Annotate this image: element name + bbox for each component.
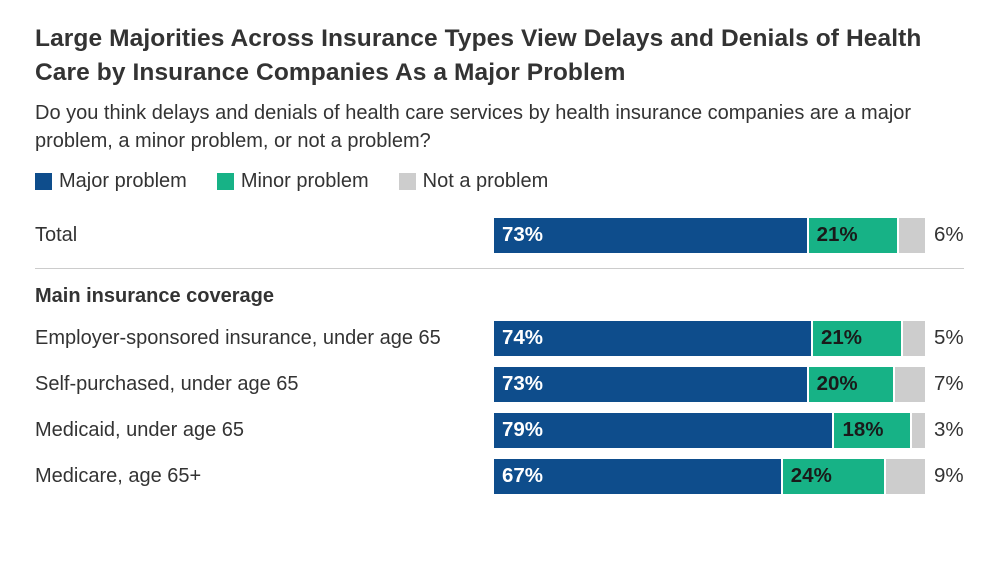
bar-segment-minor-problem: 21%: [812, 320, 904, 356]
bar-segment-major-problem: 73%: [494, 217, 809, 253]
bar-segment-minor-problem: 21%: [808, 217, 900, 253]
bar-outside-value-label: 9%: [934, 464, 964, 488]
bar-segment-major-problem: 73%: [494, 366, 809, 402]
bar-value-label: 67%: [502, 464, 544, 488]
bar-segment-minor-problem: 20%: [808, 366, 895, 402]
chart-title: Large Majorities Across Insurance Types …: [35, 25, 922, 86]
bar-outside-value-label: 5%: [934, 326, 964, 350]
bar-segment-not-a-problem: [912, 412, 925, 448]
bar-value-label: 73%: [502, 372, 544, 396]
bar-segment-not-a-problem: [903, 320, 925, 356]
chart-row-self-purchased: Self-purchased, under age 65 73% 20% 7%: [35, 366, 965, 402]
chart-legend: Major problem Minor problem Not a proble…: [35, 169, 965, 193]
bar-value-label: 24%: [790, 464, 832, 488]
legend-item-major-problem: Major problem: [35, 170, 187, 193]
chart-row-medicare: Medicare, age 65+ 67% 24% 9%: [35, 458, 965, 494]
stacked-bar: 74% 21%: [494, 320, 925, 356]
legend-swatch-minor-icon: [216, 172, 234, 190]
bar-value-label: 21%: [820, 326, 862, 350]
legend-item-minor-problem: Minor problem: [216, 169, 369, 193]
legend-swatch-major-icon: [35, 172, 52, 190]
chart-row-employer-sponsored: Employer-sponsored insurance, under age …: [35, 320, 965, 356]
stacked-bar: 73% 21%: [494, 217, 925, 253]
bar-value-label: 20%: [816, 372, 858, 396]
legend-swatch-not-a-problem-icon: [398, 172, 416, 190]
stacked-bar: 67% 24%: [494, 458, 925, 494]
bar-segment-major-problem: 67%: [494, 458, 783, 494]
bar-value-label: 21%: [816, 223, 858, 247]
bar-outside-value-label: 3%: [934, 418, 964, 442]
bar-outside-value-label: 6%: [934, 223, 964, 247]
chart-subtitle: Do you think delays and denials of healt…: [35, 101, 912, 152]
row-label: Medicare, age 65+: [35, 464, 202, 487]
legend-item-not-a-problem: Not a problem: [398, 169, 549, 193]
bar-value-label: 18%: [842, 418, 884, 442]
bar-segment-minor-problem: 24%: [782, 458, 887, 494]
row-label: Medicaid, under age 65: [35, 418, 245, 441]
bar-segment-major-problem: 79%: [494, 412, 835, 448]
row-label: Employer-sponsored insurance, under age …: [35, 326, 441, 349]
bar-segment-major-problem: 74%: [494, 320, 813, 356]
legend-label: Major problem: [59, 169, 187, 192]
bar-value-label: 79%: [502, 418, 544, 442]
bar-outside-value-label: 7%: [934, 372, 964, 396]
bar-segment-minor-problem: 18%: [834, 412, 913, 448]
bar-segment-not-a-problem: [886, 458, 925, 494]
bar-value-label: 73%: [502, 223, 544, 247]
row-label: Self-purchased, under age 65: [35, 372, 299, 395]
stacked-bar: 79% 18%: [494, 412, 925, 448]
chart-row-medicaid: Medicaid, under age 65 79% 18% 3%: [35, 412, 965, 448]
bar-segment-not-a-problem: [894, 366, 925, 402]
chart-row-total: Total 73% 21% 6%: [35, 217, 965, 253]
stacked-bar: 73% 20%: [494, 366, 925, 402]
row-label: Total: [35, 223, 78, 246]
section-divider: [35, 267, 964, 269]
bar-segment-not-a-problem: [899, 217, 925, 253]
bar-value-label: 74%: [502, 326, 544, 350]
section-header: Main insurance coverage: [35, 284, 274, 307]
legend-label: Minor problem: [240, 169, 369, 192]
legend-label: Not a problem: [422, 169, 549, 192]
stacked-bar-chart: Total 73% 21% 6% Main insurance coverage…: [35, 217, 965, 494]
